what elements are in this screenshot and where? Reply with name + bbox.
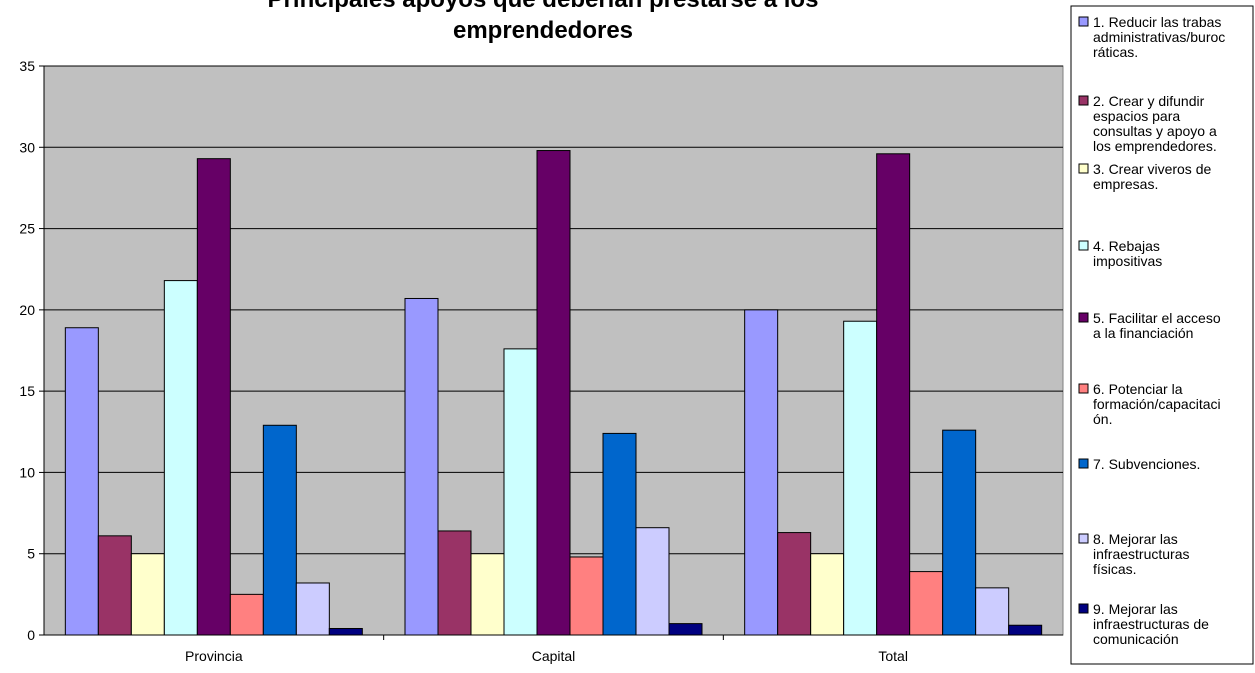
bar <box>810 553 845 636</box>
bar <box>635 527 670 636</box>
legend-label: empresas. <box>1093 176 1158 192</box>
bar <box>536 150 571 636</box>
y-tick-label: 5 <box>27 546 35 562</box>
legend-label: 9. Mejorar las <box>1093 601 1178 617</box>
chart-title-line: Principales apoyos que deberían prestars… <box>268 0 819 13</box>
legend-label: los emprendedores. <box>1093 138 1217 154</box>
legend-label: 6. Potenciar la <box>1093 381 1183 397</box>
y-tick-label: 25 <box>19 221 35 237</box>
bar <box>777 532 812 636</box>
bar <box>64 327 99 636</box>
bar <box>909 571 944 636</box>
bar <box>975 587 1010 636</box>
y-tick-label: 35 <box>19 58 35 74</box>
bar <box>196 158 231 636</box>
bar <box>470 553 505 636</box>
legend-box <box>1070 5 1254 665</box>
legend-label: ráticas. <box>1093 44 1138 60</box>
bar <box>1008 624 1043 636</box>
legend-swatch <box>1078 603 1089 614</box>
legend-label: 1. Reducir las trabas <box>1093 14 1221 30</box>
bar <box>744 309 779 636</box>
bar <box>262 424 297 636</box>
legend-label: físicas. <box>1093 561 1137 577</box>
y-tick-label: 30 <box>19 139 35 155</box>
x-tick-label: Provincia <box>185 648 243 664</box>
bar <box>876 153 911 636</box>
legend-label: infraestructuras <box>1093 546 1189 562</box>
bar <box>503 348 538 636</box>
chart-title: Principales apoyos que deberían prestars… <box>268 0 819 44</box>
legend-label: impositivas <box>1093 253 1162 269</box>
bar <box>404 297 439 636</box>
legend-swatch <box>1078 458 1089 469</box>
bar <box>97 535 132 636</box>
legend-swatch <box>1078 16 1089 27</box>
legend-swatch <box>1078 383 1089 394</box>
legend-label: formación/capacitaci <box>1093 396 1221 412</box>
legend-swatch <box>1078 95 1089 106</box>
bar <box>569 556 604 636</box>
legend-label: comunicación <box>1093 631 1179 647</box>
legend: 1. Reducir las trabasadministrativas/bur… <box>1070 5 1254 665</box>
bar <box>328 627 363 636</box>
legend-label: 8. Mejorar las <box>1093 531 1178 547</box>
legend-swatch <box>1078 163 1089 174</box>
bar <box>163 280 198 636</box>
legend-swatch <box>1078 533 1089 544</box>
legend-label: 2. Crear y difundir <box>1093 93 1205 109</box>
legend-label: ón. <box>1093 411 1112 427</box>
legend-label: 3. Crear viveros de <box>1093 161 1211 177</box>
bar <box>668 623 703 636</box>
legend-label: infraestructuras de <box>1093 616 1209 632</box>
y-tick-label: 20 <box>19 302 35 318</box>
legend-label: administrativas/buroc <box>1093 29 1225 45</box>
bar <box>843 320 878 636</box>
legend-label: espacios para <box>1093 108 1180 124</box>
legend-label: 5. Facilitar el acceso <box>1093 310 1221 326</box>
legend-label: 7. Subvenciones. <box>1093 456 1200 472</box>
y-tick-label: 10 <box>19 464 35 480</box>
bar <box>295 582 330 636</box>
plot-area: 0 5 10 15 20 25 30 35 Provincia Capital Total <box>19 58 1064 664</box>
legend-swatch <box>1078 312 1089 323</box>
bar <box>942 429 977 636</box>
legend-label: 4. Rebajas <box>1093 238 1160 254</box>
y-tick-label: 15 <box>19 383 35 399</box>
bar <box>130 553 165 636</box>
bar <box>229 593 264 636</box>
legend-label: a la financiación <box>1093 325 1193 341</box>
chart-title-line: emprendedores <box>453 17 633 44</box>
y-tick-label: 0 <box>27 627 35 643</box>
x-tick-label: Total <box>878 648 908 664</box>
bar <box>602 432 637 636</box>
x-tick-label: Capital <box>532 648 576 664</box>
bar <box>437 530 472 636</box>
legend-swatch <box>1078 240 1089 251</box>
legend-label: consultas y apoyo a <box>1093 123 1217 139</box>
